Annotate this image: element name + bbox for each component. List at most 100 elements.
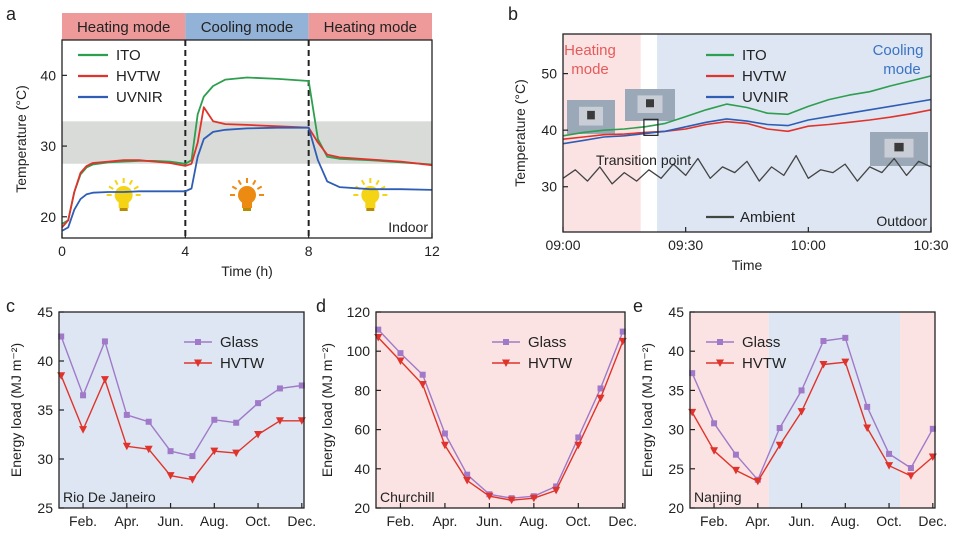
x-tick-label: Apr.: [745, 513, 770, 529]
marker-hvtw: [396, 357, 405, 365]
panel-label: b: [508, 4, 518, 24]
x-tick-label: Aug.: [831, 513, 860, 529]
x-tick-label: 09:30: [668, 237, 703, 253]
marker-glass: [553, 483, 560, 490]
season-region: [690, 312, 769, 508]
marker-hvtw: [885, 462, 894, 470]
marker-hvtw: [79, 426, 88, 434]
marker-glass: [101, 338, 108, 345]
photo-sensor: [646, 99, 654, 108]
annotation-indoor: Indoor: [388, 219, 428, 235]
x-tick-label: 10:00: [791, 237, 826, 253]
mode-banner-label: Heating mode: [324, 19, 417, 36]
mode-banner: [185, 13, 309, 40]
marker-glass: [233, 419, 240, 426]
y-axis-label: Energy load (MJ m⁻²): [319, 343, 335, 477]
marker-glass: [167, 448, 174, 455]
light-bulb-icon: [106, 178, 141, 211]
transition-box: [643, 118, 659, 136]
legend-label: Glass: [220, 334, 258, 351]
y-tick-label: 45: [37, 304, 53, 320]
y-tick-label: 80: [354, 382, 370, 398]
series-line-hvtw: [62, 106, 432, 228]
marker-hvtw: [485, 492, 494, 501]
season-region: [59, 312, 304, 508]
marker-hvtw: [418, 381, 427, 389]
marker-glass: [575, 434, 582, 441]
marker-glass: [776, 425, 783, 432]
mode-banner-label: Cooling mode: [201, 19, 294, 36]
x-tick-label: Jun.: [476, 513, 502, 529]
series-line-hvtw: [377, 337, 624, 501]
marker-glass: [211, 416, 218, 423]
y-tick-label: 25: [37, 500, 53, 516]
x-tick-label: 0: [58, 243, 66, 259]
marker-hvtw: [841, 358, 850, 367]
y-tick-label: 30: [541, 179, 557, 195]
bulb-ray: [133, 185, 139, 190]
x-axis-label: Time: [732, 257, 763, 273]
marker-hvtw: [775, 441, 784, 450]
marker-glass: [798, 387, 805, 394]
bulb-ray: [114, 179, 119, 186]
y-axis-label: Energy load (MJ m⁻²): [639, 343, 655, 477]
bulb-ray: [256, 185, 263, 190]
y-tick-label: 25: [668, 461, 684, 477]
legend-label: HVTW: [220, 355, 265, 372]
series-line-glass: [377, 329, 624, 499]
legend-label: HVTW: [116, 68, 161, 85]
marker-glass: [711, 420, 718, 427]
y-tick-label: 40: [541, 122, 557, 138]
bulb-base: [243, 208, 251, 211]
y-tick-label: 30: [668, 422, 684, 438]
y-axis-label: Energy load (MJ m⁻²): [8, 343, 24, 477]
marker-glass: [123, 411, 130, 418]
bulb-glass: [238, 186, 256, 204]
heating-label-line1: Heating: [564, 42, 616, 59]
light-bulb-icon: [353, 178, 388, 211]
marker-glass: [597, 385, 604, 392]
series-line-ambient: [563, 154, 931, 185]
light-bulb-icon: [230, 178, 264, 211]
legend-label: ITO: [116, 47, 141, 64]
x-tick-label: Jun.: [788, 513, 814, 529]
marker-hvtw: [166, 472, 175, 480]
panel-a: Heating mode Cooling mode Heating mode 0 4 8 1…: [13, 13, 440, 279]
y-tick-label: 20: [668, 500, 684, 516]
series-line-uvnir: [62, 126, 432, 232]
marker-hvtw: [753, 477, 762, 486]
marker-glass: [619, 328, 626, 335]
panel-label: d: [316, 296, 326, 316]
y-tick-label: 40: [37, 353, 53, 369]
legend-marker: [502, 359, 510, 367]
marker-glass: [276, 385, 283, 392]
legend-label: HVTW: [742, 355, 787, 372]
bulb-ray: [237, 179, 242, 186]
marker-glass: [145, 418, 152, 425]
photo-sensor: [587, 110, 595, 120]
series-line-uvnir: [563, 98, 931, 145]
device-photo: [625, 89, 675, 121]
y-tick-label: 120: [347, 304, 371, 320]
marker-glass: [298, 382, 305, 389]
bulb-neck: [242, 202, 252, 208]
y-tick-label: 35: [37, 402, 53, 418]
device-photo: [870, 132, 928, 166]
legend-label: HVTW: [742, 68, 787, 85]
y-axis-label: Temperature (°C): [512, 79, 528, 187]
x-tick-label: Oct.: [565, 513, 591, 529]
marker-glass: [397, 350, 404, 357]
marker-hvtw: [232, 449, 241, 458]
x-tick-label: Aug.: [519, 513, 548, 529]
marker-hvtw: [188, 476, 197, 484]
y-axis-label: Temperature (°C): [13, 85, 29, 193]
y-tick-label: 60: [354, 422, 370, 438]
mode-banner-label: Heating mode: [77, 19, 170, 36]
y-tick-label: 35: [668, 382, 684, 398]
marker-hvtw: [797, 408, 806, 416]
x-tick-label: 10:30: [913, 237, 948, 253]
panel-label: c: [6, 296, 15, 316]
legend-marker: [717, 339, 723, 345]
marker-glass: [58, 333, 65, 340]
